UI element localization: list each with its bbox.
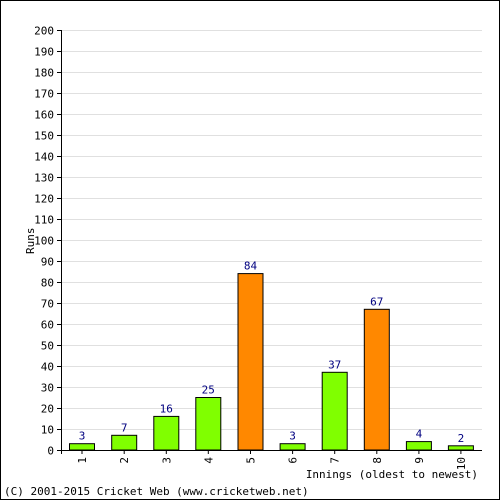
bar (69, 443, 95, 451)
y-tick-label: 200 (34, 25, 54, 38)
x-tick-label: 9 (413, 457, 426, 464)
y-tick-label: 100 (34, 235, 54, 248)
y-tick-label: 70 (41, 298, 54, 311)
bars (69, 273, 474, 451)
y-tick-label: 130 (34, 172, 54, 185)
bar-value-label: 37 (328, 358, 341, 371)
bar-value-label: 2 (458, 432, 465, 445)
bar-value-label: 3 (289, 430, 296, 443)
bar (153, 415, 180, 451)
y-tick-label: 190 (34, 46, 54, 59)
bar (111, 434, 138, 451)
y-tick-label: 160 (34, 109, 54, 122)
y-tick-label: 0 (47, 445, 54, 458)
bar (447, 445, 474, 451)
bar-value-label: 7 (121, 421, 128, 434)
y-tick-label: 150 (34, 130, 54, 143)
bar (363, 308, 390, 451)
y-tick-label: 20 (41, 403, 54, 416)
x-axis-title: Innings (oldest to newest) (306, 468, 478, 481)
x-tick-label: 7 (329, 457, 342, 464)
bar (195, 397, 222, 451)
bar (237, 273, 264, 451)
y-tick-label: 60 (41, 319, 54, 332)
bar-value-label: 4 (416, 428, 423, 441)
y-tick-label: 50 (41, 340, 54, 353)
copyright-text: (C) 2001-2015 Cricket Web (www.cricketwe… (4, 485, 309, 498)
bar-value-label: 67 (370, 295, 383, 308)
y-tick-label: 10 (41, 424, 54, 437)
x-tick-label: 1 (76, 457, 89, 464)
bar-value-label: 84 (244, 260, 258, 273)
x-tick-label: 5 (245, 457, 258, 464)
x-tick-label: 8 (371, 457, 384, 464)
x-tick-label: 10 (455, 457, 468, 470)
y-tick-label: 140 (34, 151, 54, 164)
y-tick-label: 170 (34, 88, 54, 101)
y-axis-title: Runs (24, 228, 37, 255)
y-tick-label: 110 (34, 214, 54, 227)
y-tick-label: 120 (34, 193, 54, 206)
bar (321, 371, 348, 451)
gridlines (61, 30, 482, 430)
y-tick-label: 90 (41, 256, 54, 269)
bar (405, 441, 432, 451)
y-tick-label: 40 (41, 361, 54, 374)
y-tick-label: 30 (41, 382, 54, 395)
bar-value-label: 3 (79, 430, 86, 443)
x-tick-label: 6 (287, 457, 300, 464)
bar-value-label: 25 (202, 384, 215, 397)
bar (279, 443, 306, 451)
x-tick-label: 2 (118, 457, 131, 464)
x-tick-labels: 1 2 3 4 5 6 7 8 9 10 (76, 457, 468, 471)
y-tick-labels: 0 10 20 30 40 50 60 70 80 90 100 110 120 130 140 150 160… (34, 25, 54, 458)
x-tick-label: 3 (160, 457, 173, 464)
y-tick-label: 180 (34, 67, 54, 80)
bar-value-label: 16 (160, 402, 173, 415)
x-tick-label: 4 (202, 457, 215, 464)
y-tick-label: 80 (41, 277, 54, 290)
